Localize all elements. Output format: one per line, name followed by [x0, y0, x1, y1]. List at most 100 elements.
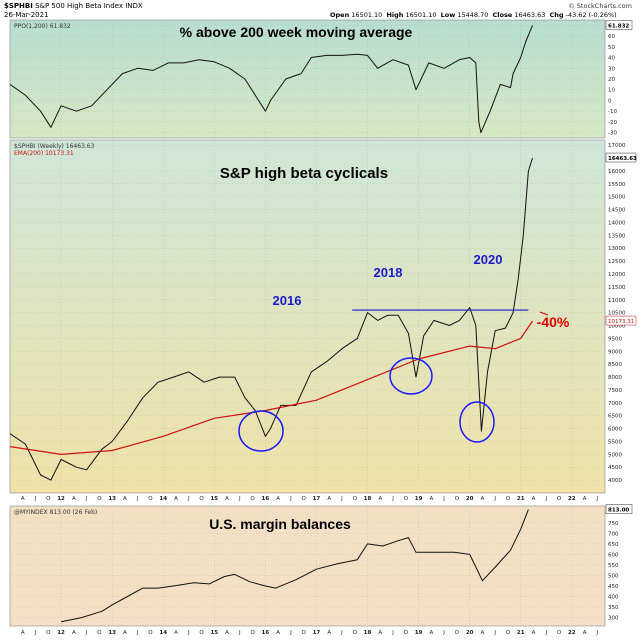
y-tick-label: 7000: [608, 401, 622, 407]
x-tick-label: 22: [568, 630, 576, 636]
label-2016: 2016: [273, 293, 302, 308]
y-tick-label: 14000: [608, 220, 626, 226]
x-tick-label: A: [532, 630, 536, 636]
y-tick-label: 60: [608, 34, 615, 40]
margin-line: [60, 509, 529, 623]
ema-value-label: 10173.31: [608, 319, 634, 325]
x-tick-label: 13: [108, 630, 116, 636]
date: 26-Mar-2021: [4, 11, 49, 19]
x-tick-label: 16: [262, 630, 270, 636]
circle-2020-low: [459, 401, 495, 443]
x-tick-label: J: [442, 496, 445, 502]
y-tick-label: 10000: [608, 324, 626, 330]
circle-2016-low: [238, 410, 284, 452]
x-tick-label: J: [493, 496, 496, 502]
x-tick-label: 19: [415, 496, 423, 502]
x-tick-label: O: [199, 496, 204, 502]
x-tick-label: J: [187, 630, 190, 636]
y-tick-label: -20: [608, 120, 617, 126]
brand-watermark: © StockCharts.com: [568, 2, 632, 10]
y-tick-label: -30: [608, 131, 617, 137]
close-label: Close: [492, 11, 513, 19]
y-tick-label: 14500: [608, 208, 626, 214]
close-value: 16463.63: [514, 11, 546, 19]
y-tick-label: 11500: [608, 285, 626, 291]
x-tick-label: J: [391, 630, 394, 636]
y-tick-label: 16000: [608, 169, 626, 175]
ppo-grid: [10, 20, 605, 138]
y-tick-label: 550: [608, 563, 619, 569]
y-tick-label: 17000: [608, 143, 626, 149]
x-tick-label: O: [455, 630, 460, 636]
x-tick-label: 16: [262, 496, 270, 502]
circle-2018-low: [389, 357, 433, 395]
x-tick-label: 18: [364, 496, 372, 502]
y-tick-label: 10500: [608, 311, 626, 317]
y-tick-label: 15500: [608, 182, 626, 188]
y-tick-label: 9000: [608, 349, 622, 355]
y-tick-label: 0: [608, 98, 612, 104]
y-tick-label: 300: [608, 616, 619, 622]
y-tick-label: 40: [608, 56, 615, 62]
header-title: $SPHBI S&P 500 High Beta Index INDX: [4, 2, 640, 10]
x-tick-label: J: [596, 630, 599, 636]
x-tick-label: O: [506, 496, 511, 502]
x-tick-label: 14: [159, 496, 167, 502]
y-tick-label: 5500: [608, 439, 622, 445]
high-value: 16501.10: [405, 11, 437, 19]
price-legend: $SPHBI (Weekly) 16463.63: [14, 143, 95, 150]
x-tick-label: A: [481, 496, 485, 502]
y-tick-label: 350: [608, 605, 619, 611]
x-tick-label: A: [21, 496, 25, 502]
x-tick-label: O: [148, 496, 153, 502]
drop-tick: [539, 311, 549, 316]
margin-legend: @MYINDEX 813.00 (26 Feb): [14, 509, 97, 516]
x-tick-label: 17: [313, 630, 321, 636]
axis-labels: -30-20-1001020304050607061.8324000450050…: [21, 20, 637, 636]
x-tick-label: O: [97, 496, 102, 502]
low-label: Low: [440, 11, 456, 19]
x-tick-label: J: [391, 496, 394, 502]
ppo-line: [9, 25, 533, 134]
y-tick-label: 7500: [608, 388, 622, 394]
chg-value: -43.62 (-0.26%): [565, 11, 617, 19]
x-tick-label: A: [72, 630, 76, 636]
x-tick-label: J: [34, 496, 37, 502]
y-tick-label: 9500: [608, 336, 622, 342]
y-tick-label: -10: [608, 109, 617, 115]
x-tick-label: J: [442, 630, 445, 636]
y-tick-label: 13000: [608, 246, 626, 252]
y-tick-label: 5000: [608, 452, 622, 458]
x-tick-label: 14: [159, 630, 167, 636]
symbol: $SPHBI: [4, 2, 33, 10]
x-tick-label: 15: [210, 630, 218, 636]
x-tick-label: J: [544, 630, 547, 636]
margin-title: U.S. margin balances: [209, 516, 351, 532]
y-tick-label: 500: [608, 573, 619, 579]
x-tick-label: A: [225, 630, 229, 636]
price-grid: [10, 140, 605, 493]
y-tick-label: 4500: [608, 465, 622, 471]
x-tick-label: J: [238, 496, 241, 502]
y-tick-label: 13500: [608, 233, 626, 239]
x-tick-label: J: [289, 496, 292, 502]
y-tick-label: 10: [608, 88, 615, 94]
x-tick-label: J: [544, 496, 547, 502]
ema-legend: EMA(200) 10173.31: [14, 150, 74, 157]
x-tick-label: J: [136, 496, 139, 502]
x-tick-label: O: [250, 630, 255, 636]
x-tick-label: A: [378, 630, 382, 636]
x-tick-label: A: [174, 496, 178, 502]
x-tick-label: A: [429, 496, 433, 502]
x-tick-label: O: [301, 630, 306, 636]
y-tick-label: 600: [608, 552, 619, 558]
ema-line: [9, 320, 533, 455]
x-tick-label: O: [46, 630, 51, 636]
drop-label: -40%: [537, 314, 570, 330]
x-tick-label: 20: [466, 630, 474, 636]
y-tick-label: 450: [608, 584, 619, 590]
x-tick-label: O: [199, 630, 204, 636]
ppo-title: % above 200 week moving average: [180, 24, 413, 40]
x-tick-label: O: [506, 630, 511, 636]
ppo-legend: PPO(1,200) 61.832: [14, 23, 71, 30]
